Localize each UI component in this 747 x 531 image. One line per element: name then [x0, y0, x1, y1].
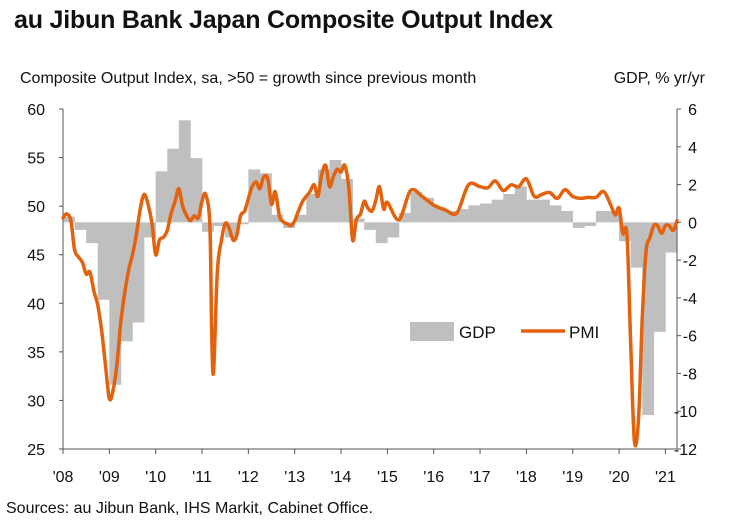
right-axis-label: GDP, % yr/yr: [613, 70, 705, 87]
axes: [62, 109, 678, 450]
gdp-bar: [665, 222, 678, 253]
x-tick-label: '11: [192, 469, 212, 486]
gdp-bar: [642, 222, 655, 415]
gdp-bar: [236, 222, 249, 225]
left-axis-ticks: 60 55 50 45 40 35 30 25: [27, 102, 63, 459]
gdp-bar: [398, 212, 411, 223]
right-tick-label: 0: [688, 215, 697, 232]
left-tick-label: 45: [27, 248, 45, 265]
gdp-bar: [595, 211, 608, 223]
source-note: Sources: au Jibun Bank, IHS Markit, Cabi…: [6, 500, 373, 517]
legend: GDP PMI: [410, 322, 599, 342]
gdp-bar: [549, 205, 562, 223]
left-tick-label: 40: [27, 296, 45, 313]
legend-pmi-label: PMI: [569, 323, 599, 342]
left-tick-label: 60: [27, 102, 45, 119]
x-tick-label: '09: [99, 469, 120, 486]
chart-title: au Jibun Bank Japan Composite Output Ind…: [14, 6, 553, 34]
x-tick-label: '13: [284, 469, 305, 486]
gdp-bar: [155, 171, 168, 223]
right-tick-label: 4: [688, 140, 697, 157]
x-tick-label: '14: [331, 469, 352, 486]
gdp-bar: [306, 194, 319, 223]
right-tick-label: -10: [674, 404, 697, 421]
gdp-bar: [109, 222, 122, 385]
x-tick-label: '15: [377, 469, 398, 486]
gdp-bar: [259, 173, 272, 223]
gdp-bar: [329, 160, 342, 223]
x-tick-label: '08: [53, 469, 74, 486]
gdp-bar: [317, 169, 330, 223]
gdp-bars: [63, 120, 678, 415]
left-axis-label: Composite Output Index, sa, >50 = growth…: [20, 70, 477, 87]
gdp-bar: [202, 222, 214, 232]
left-tick-label: 35: [27, 345, 45, 362]
x-tick-label: '16: [423, 469, 444, 486]
gdp-bar: [445, 211, 458, 223]
gdp-bar: [271, 214, 284, 223]
x-tick-label: '10: [145, 469, 166, 486]
x-tick-label: '12: [238, 469, 259, 486]
legend-gdp-label: GDP: [459, 323, 496, 342]
gdp-bar: [144, 222, 156, 238]
gdp-bar: [491, 199, 504, 223]
x-tick-label: '21: [655, 469, 676, 486]
gdp-bar: [375, 222, 388, 244]
gdp-bar: [572, 222, 585, 228]
gdp-bar: [537, 199, 550, 223]
gdp-bar: [526, 199, 539, 223]
gdp-bar: [167, 148, 180, 223]
gdp-bar: [514, 186, 527, 223]
gdp-bar: [190, 158, 203, 223]
gdp-bar: [248, 169, 261, 223]
gdp-bar: [468, 205, 481, 223]
x-tick-label: '17: [470, 469, 491, 486]
gdp-bar: [584, 222, 597, 227]
left-tick-label: 55: [27, 151, 45, 168]
gdp-bar: [86, 222, 99, 244]
gdp-bar: [456, 209, 469, 223]
right-tick-label: -6: [683, 329, 697, 346]
right-tick-label: -8: [683, 366, 697, 383]
legend-gdp-swatch: [410, 322, 454, 341]
left-tick-label: 25: [27, 442, 45, 459]
gdp-bar: [630, 222, 643, 268]
x-tick-label: '18: [516, 469, 537, 486]
gdp-bar: [132, 222, 145, 323]
gdp-bar: [433, 207, 446, 223]
gdp-bar: [341, 178, 353, 223]
gdp-bar: [422, 197, 435, 223]
gdp-bar: [480, 203, 492, 223]
gdp-bar: [503, 194, 516, 223]
gdp-bar: [74, 222, 87, 230]
gdp-bar: [213, 222, 226, 227]
gdp-bar: [653, 222, 666, 332]
x-tick-label: '20: [609, 469, 630, 486]
right-tick-label: 6: [688, 102, 697, 119]
gdp-bar: [294, 214, 307, 223]
right-tick-label: -12: [674, 442, 697, 459]
right-tick-label: -2: [683, 253, 697, 270]
gdp-bar: [387, 222, 400, 238]
gdp-bar: [178, 120, 191, 223]
gdp-bar: [352, 218, 365, 223]
right-axis-ticks: 6 4 2 0 -2 -4 -6 -8 -10 -12: [674, 102, 697, 459]
gdp-bar: [561, 211, 574, 223]
right-tick-label: 2: [688, 178, 697, 195]
gdp-bar: [97, 222, 110, 300]
left-tick-label: 30: [27, 393, 45, 410]
x-tick-label: '19: [562, 469, 583, 486]
gdp-bar: [364, 222, 377, 230]
right-tick-label: -4: [683, 291, 697, 308]
pmi-line: [61, 163, 679, 448]
x-axis-ticks: '08 '09 '10 '11 '12 '13 '14 '15 '16 '17 '18 '19 '20 '…: [53, 449, 676, 486]
gdp-bar: [607, 211, 620, 223]
left-tick-label: 50: [27, 199, 45, 216]
gdp-bar: [410, 192, 423, 223]
